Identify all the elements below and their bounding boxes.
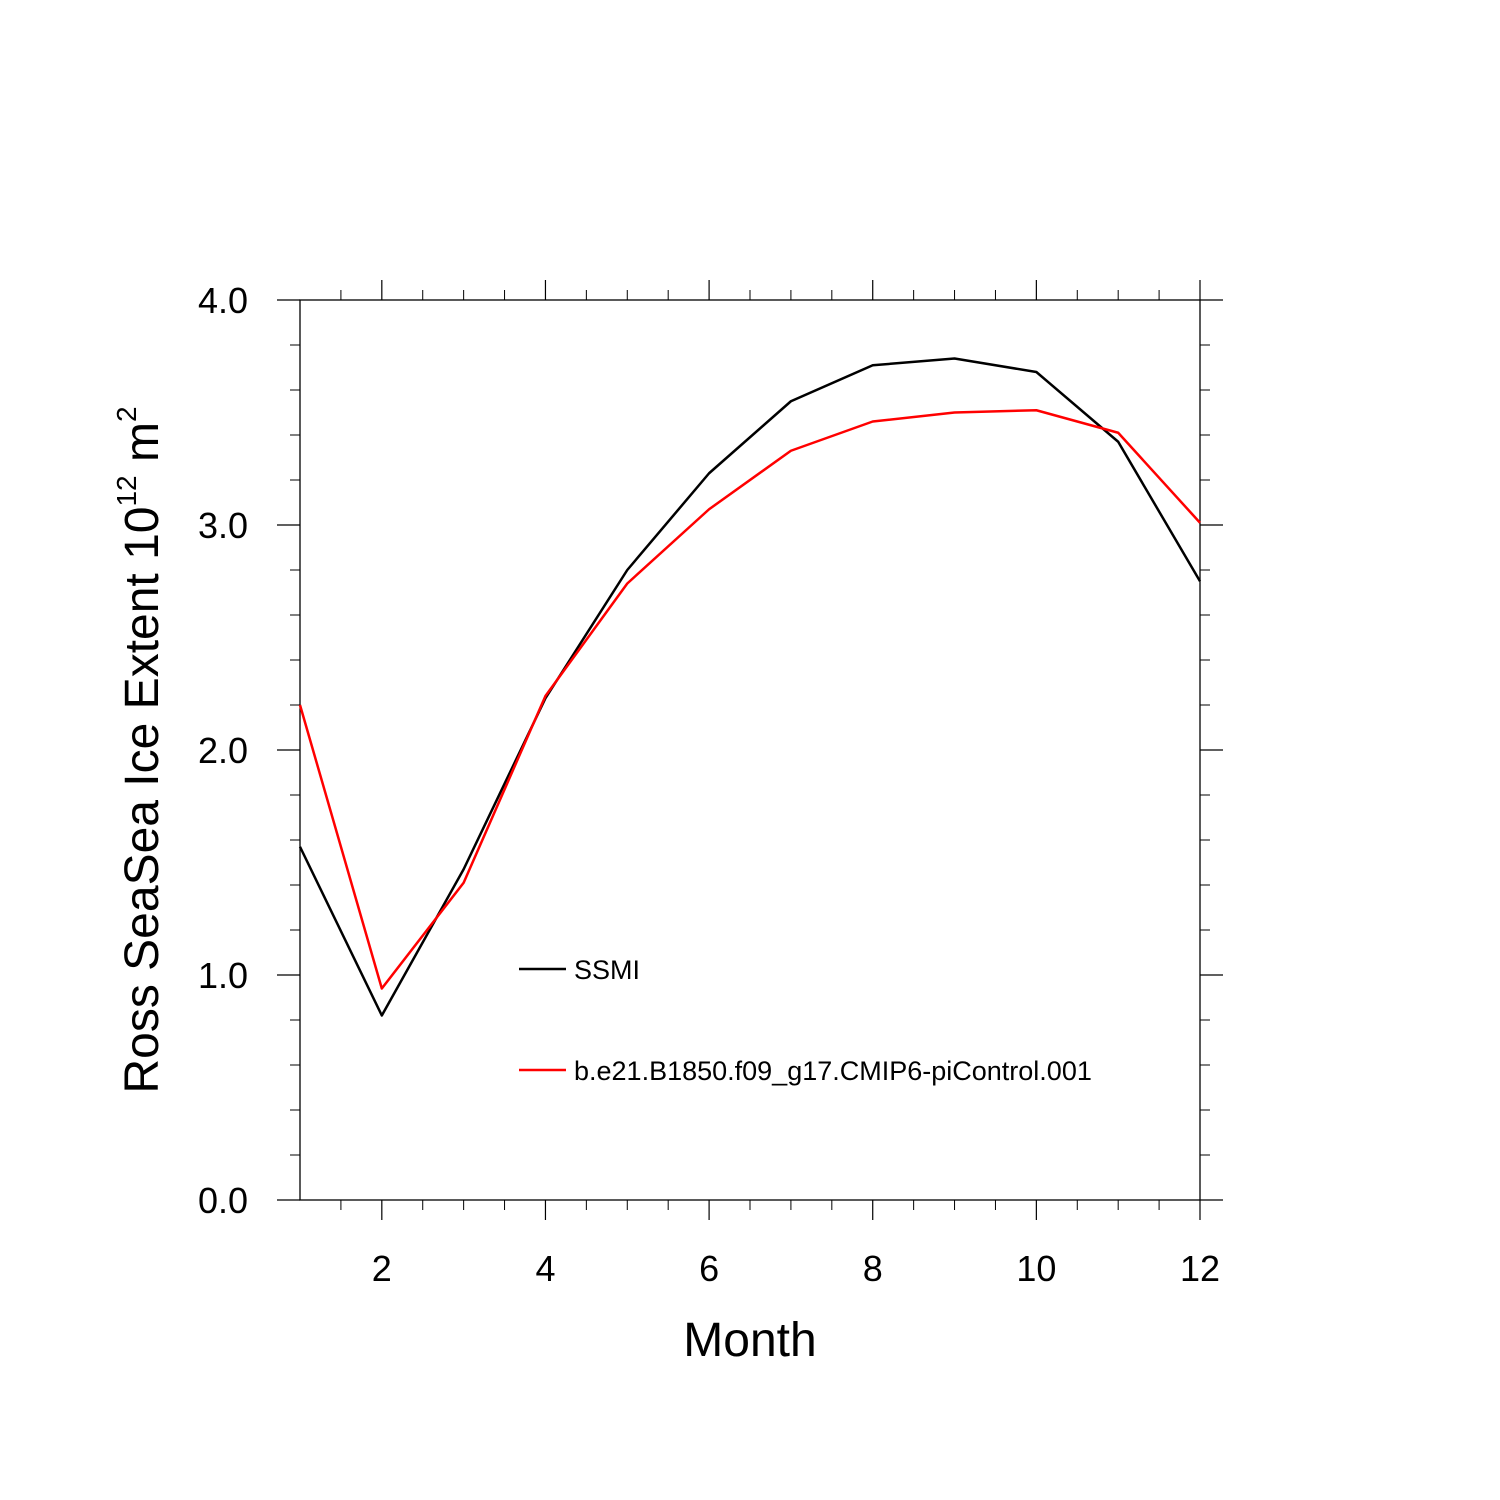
series-line-ssmi: [298, 357, 1202, 1017]
y-axis-title-exponent: 12: [111, 475, 142, 506]
tick-labels: 2 4 6 8 10 12 0.0 1.0 2.0 3.0 4.0: [198, 280, 1220, 1289]
y-axis-title: Ross SeaSea Ice Extent 1012 m2: [111, 406, 169, 1093]
x-axis-title: Month: [683, 1314, 816, 1367]
y-tick-label: 3.0: [198, 505, 248, 546]
x-tick-label: 6: [699, 1248, 719, 1289]
legend-label-ssmi: SSMI: [574, 955, 640, 985]
x-tick-label: 2: [372, 1248, 392, 1289]
plot-frame: [299, 299, 1201, 1201]
axis-ticks: [277, 280, 1223, 1220]
legend: SSMI b.e21.B1850.f09_g17.CMIP6-piControl…: [519, 955, 1092, 1086]
y-axis-title-unit-exponent: 2: [111, 406, 142, 422]
legend-label-picontrol: b.e21.B1850.f09_g17.CMIP6-piControl.001: [574, 1056, 1092, 1086]
y-axis-title-main: Ross SeaSea Ice Extent 10: [116, 507, 169, 1094]
x-tick-label: 8: [863, 1248, 883, 1289]
x-tick-label: 4: [535, 1248, 555, 1289]
y-tick-label: 1.0: [198, 955, 248, 996]
series-layer: [298, 357, 1202, 1017]
y-tick-label: 2.0: [198, 730, 248, 771]
x-tick-label: 10: [1016, 1248, 1056, 1289]
y-axis-title-unit: m: [116, 422, 169, 475]
y-tick-label: 0.0: [198, 1180, 248, 1221]
series-line-picontrol: [298, 409, 1201, 990]
x-tick-label: 12: [1180, 1248, 1220, 1289]
y-tick-label: 4.0: [198, 280, 248, 321]
